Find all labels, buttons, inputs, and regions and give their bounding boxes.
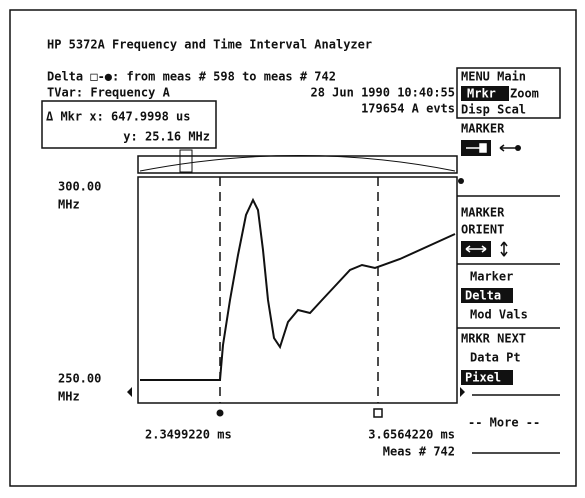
x-left: 2.3499220 ms: [145, 428, 232, 442]
menu-title: MENU Main: [461, 70, 526, 84]
events: 179654 A evts: [361, 102, 455, 116]
trace: [140, 197, 456, 381]
menu-item[interactable]: -- More --: [468, 416, 540, 430]
meas: Meas # 742: [383, 445, 455, 459]
menu-label: MARKER: [461, 122, 505, 136]
menu-label: Marker: [470, 270, 513, 284]
menu-item[interactable]: Data Pt: [470, 351, 521, 365]
menu-label: MRKR NEXT: [461, 332, 526, 346]
highlight: [461, 288, 513, 303]
menu-box: [456, 67, 561, 119]
icon[interactable]: [500, 241, 508, 257]
scroll-dot: [458, 178, 464, 184]
menu-item[interactable]: Delta: [465, 289, 501, 303]
marker-square: [373, 408, 383, 418]
frame: [9, 9, 577, 487]
marker-box: [41, 100, 217, 149]
menu-item[interactable]: Mrkr: [467, 87, 496, 101]
highlight: [461, 86, 509, 101]
menu-item[interactable]: Mod Vals: [470, 308, 528, 322]
scroll-arrows: [127, 387, 465, 397]
icon-dot: [515, 145, 521, 151]
mkr-y: y: 25.16 MHz: [123, 130, 210, 144]
menu-item[interactable]: Pixel: [465, 371, 501, 385]
icon[interactable]: [499, 144, 516, 152]
menu-item[interactable]: Disp Scal: [461, 103, 526, 117]
title: HP 5372A Frequency and Time Interval Ana…: [47, 38, 372, 52]
overview-trace: [139, 155, 456, 172]
marker-dot: [216, 409, 224, 417]
delta-line: Delta □-●: from meas # 598 to meas # 742: [47, 70, 336, 84]
menu-item[interactable]: Zoom: [510, 87, 539, 101]
highlight: [461, 370, 513, 385]
y-bottom: 250.00: [58, 372, 101, 386]
icon-glyph: [466, 143, 487, 153]
menu-label: MARKER: [461, 206, 505, 220]
y-bottom-unit: MHz: [58, 390, 80, 404]
mkr-x: Δ Mkr x: 647.9998 us: [46, 110, 191, 124]
menu-label: ORIENT: [461, 223, 504, 237]
overview-window: [179, 149, 193, 173]
y-top-unit: MHz: [58, 198, 80, 212]
x-right: 3.6564220 ms: [368, 428, 455, 442]
datetime: 28 Jun 1990 10:40:55: [311, 86, 456, 100]
menu: MENU Main Mrkr Zoom Disp Scal MARKER MAR…: [456, 67, 561, 454]
y-top: 300.00: [58, 180, 101, 194]
tvar: TVar: Frequency A: [47, 86, 171, 100]
icon-glyph: [465, 245, 487, 253]
plot-area: [137, 176, 458, 404]
overview-strip: [137, 155, 458, 174]
